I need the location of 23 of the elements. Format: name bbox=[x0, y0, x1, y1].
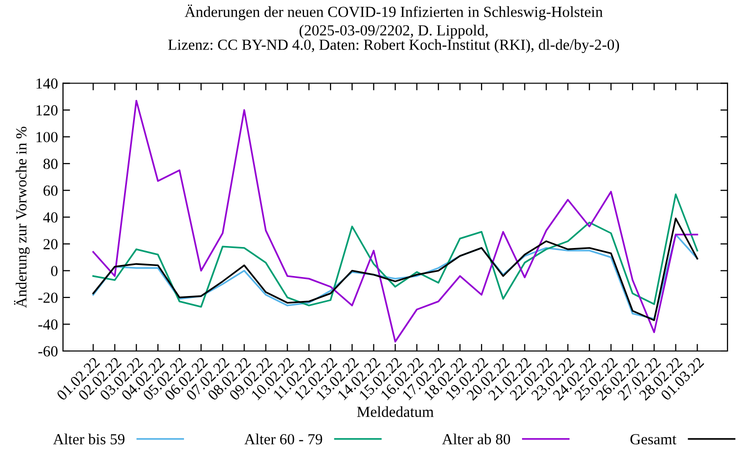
line-series bbox=[92, 234, 698, 320]
x-axis-title: Meldedatum bbox=[357, 406, 434, 417]
y-tick-label: 0 bbox=[51, 266, 58, 276]
legend-label: Alter ab 80 bbox=[442, 434, 510, 444]
y-tick-label: 120 bbox=[36, 105, 58, 116]
y-axis-title: Änderung zur Vorwoche in % bbox=[14, 126, 30, 308]
y-tick-label: -20 bbox=[38, 292, 58, 303]
line-series bbox=[92, 194, 698, 308]
chart-title: Änderungen der neuen COVID-19 Infizierten in Schleswig-Holstein bbox=[184, 4, 603, 20]
y-tick-label: -60 bbox=[38, 346, 58, 356]
y-tick-label: 80 bbox=[43, 158, 58, 170]
legend-label: Gesamt bbox=[630, 434, 676, 444]
y-tick-label: 100 bbox=[36, 132, 58, 142]
legend-label: Alter bis 59 bbox=[53, 434, 124, 444]
y-tick-label: 20 bbox=[44, 239, 58, 250]
legend-label: Alter 60 - 79 bbox=[244, 434, 322, 444]
y-tick-label: 60 bbox=[44, 185, 58, 196]
chart-subtitle: (2025-03-09/2202, D. Lippold, Lizenz: CC BY-ND 4.0, Daten: Robert Koch-Institut (RKI), dl-de/by-2-0) bbox=[168, 24, 620, 54]
y-tick-label: 40 bbox=[43, 212, 58, 223]
line-series bbox=[92, 218, 698, 322]
y-tick-label: 140 bbox=[36, 78, 58, 89]
y-tick-label: -40 bbox=[38, 319, 58, 330]
line-series bbox=[92, 100, 698, 342]
